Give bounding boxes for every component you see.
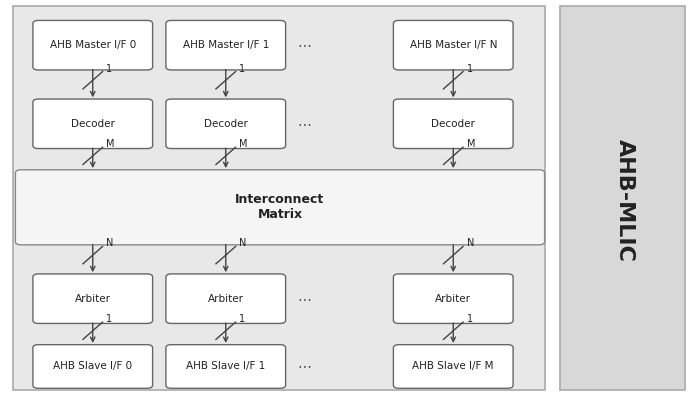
FancyBboxPatch shape — [166, 274, 286, 323]
Text: AHB Slave I/F 1: AHB Slave I/F 1 — [186, 362, 265, 371]
FancyBboxPatch shape — [166, 345, 286, 388]
FancyBboxPatch shape — [15, 170, 545, 245]
FancyBboxPatch shape — [393, 20, 513, 70]
FancyBboxPatch shape — [166, 99, 286, 149]
Text: M: M — [466, 139, 475, 149]
Text: Decoder: Decoder — [431, 119, 475, 129]
Text: Decoder: Decoder — [204, 119, 248, 129]
FancyBboxPatch shape — [33, 99, 153, 149]
Text: ⋯: ⋯ — [298, 292, 312, 306]
Text: Interconnect
Matrix: Interconnect Matrix — [235, 193, 325, 221]
Text: 1: 1 — [239, 314, 245, 324]
Text: AHB Slave I/F 0: AHB Slave I/F 0 — [53, 362, 132, 371]
Text: 1: 1 — [106, 64, 112, 73]
Text: N: N — [106, 239, 113, 248]
Text: AHB Master I/F N: AHB Master I/F N — [410, 40, 497, 50]
FancyBboxPatch shape — [393, 274, 513, 323]
FancyBboxPatch shape — [33, 274, 153, 323]
Text: N: N — [239, 239, 246, 248]
FancyBboxPatch shape — [393, 345, 513, 388]
Text: 1: 1 — [239, 64, 245, 73]
FancyBboxPatch shape — [13, 6, 545, 390]
Text: ⋯: ⋯ — [298, 360, 312, 373]
Text: 1: 1 — [106, 314, 112, 324]
FancyBboxPatch shape — [560, 6, 685, 390]
FancyBboxPatch shape — [393, 99, 513, 149]
FancyBboxPatch shape — [166, 20, 286, 70]
Text: N: N — [466, 239, 474, 248]
Text: 1: 1 — [466, 314, 473, 324]
Text: M: M — [106, 139, 115, 149]
Text: M: M — [239, 139, 248, 149]
Text: Decoder: Decoder — [71, 119, 115, 129]
Text: ⋯: ⋯ — [298, 117, 312, 131]
Text: Arbiter: Arbiter — [208, 294, 244, 304]
FancyBboxPatch shape — [33, 20, 153, 70]
FancyBboxPatch shape — [33, 345, 153, 388]
Text: AHB Slave I/F M: AHB Slave I/F M — [412, 362, 494, 371]
Text: AHB-MLIC: AHB-MLIC — [615, 139, 634, 262]
Text: ⋯: ⋯ — [298, 38, 312, 52]
Text: AHB Master I/F 1: AHB Master I/F 1 — [183, 40, 269, 50]
Text: Arbiter: Arbiter — [435, 294, 471, 304]
Text: AHB Master I/F 0: AHB Master I/F 0 — [50, 40, 136, 50]
Text: Arbiter: Arbiter — [75, 294, 111, 304]
Text: 1: 1 — [466, 64, 473, 73]
